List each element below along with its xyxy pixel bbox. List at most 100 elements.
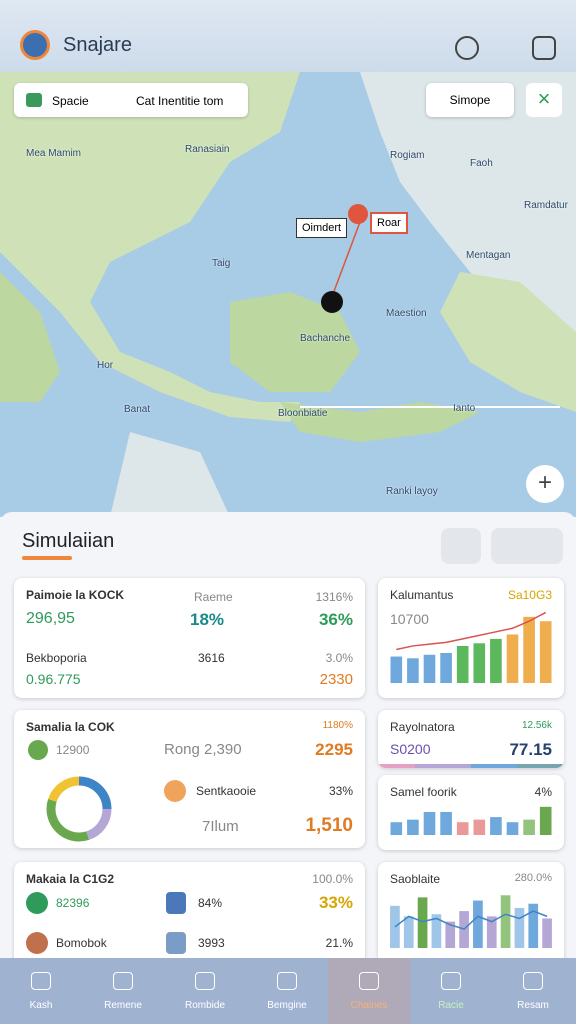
bar-chart (390, 895, 552, 948)
nav-item[interactable]: Bemgine (246, 958, 328, 1024)
bar (539, 806, 552, 835)
nav-label: Rombide (184, 1000, 226, 1011)
card-pct: 100.0% (312, 872, 353, 886)
bar-chart (390, 611, 552, 683)
nav-item[interactable]: Rombide (164, 958, 246, 1024)
value: 36% (318, 610, 353, 629)
map-label: Hor (97, 360, 114, 371)
profile-icon[interactable] (532, 36, 556, 60)
card-title: Rayolnatora (390, 720, 455, 734)
panel-toggle[interactable] (491, 528, 563, 564)
map-label: Faoh (470, 158, 493, 169)
bar (506, 822, 519, 835)
card-title: Kalumantus (390, 588, 454, 602)
map-filter[interactable]: Simope (426, 83, 514, 117)
icon (26, 932, 48, 954)
donut-segment (85, 808, 112, 840)
bar (390, 656, 403, 683)
value: 82396 (56, 896, 90, 910)
search-icon (26, 93, 42, 107)
card-pct: 1316% (315, 590, 353, 604)
bar (407, 658, 419, 683)
bar (539, 621, 552, 683)
card-tag: 280.0% (514, 872, 552, 884)
bar (445, 921, 456, 948)
card: Kalumantus Sa10G3 10700 (378, 578, 564, 698)
nav-label: Bemgine (267, 1000, 307, 1011)
value: 33% (328, 784, 353, 798)
nav-icon (523, 972, 543, 990)
nav-item[interactable]: Racie (410, 958, 492, 1024)
map-label: Taig (212, 258, 231, 269)
bottom-nav (0, 958, 576, 1024)
value: 3616 (198, 651, 225, 665)
card: Saoblaite 280.0% (378, 862, 564, 972)
title-underline (22, 556, 72, 560)
nav-icon (113, 972, 133, 990)
icon (166, 932, 186, 954)
map-label: Mentagan (466, 250, 511, 261)
bar (440, 653, 452, 683)
bar (423, 654, 436, 683)
map-label: Bloonbiatie (278, 408, 328, 419)
nav-item[interactable]: Resam (492, 958, 574, 1024)
bar (528, 903, 539, 948)
value: 7Ilum (202, 818, 239, 835)
trend-line (396, 611, 547, 651)
card-title: Samel foorik (390, 785, 457, 799)
bar-chart (390, 806, 552, 835)
bar (473, 819, 486, 835)
card: Makaia la C1G2 100.0% 82396 84% 33% Bomo… (14, 862, 365, 972)
card: Samel foorik 4% (378, 775, 564, 850)
notification-icon[interactable] (455, 36, 479, 60)
bar (440, 811, 452, 835)
bar (486, 916, 497, 948)
nav-icon (31, 972, 51, 990)
map-label: Ranki layoy (386, 486, 438, 497)
card-tag: Sa10G3 (507, 588, 552, 602)
bar (514, 907, 525, 948)
icon (26, 892, 48, 914)
search-text[interactable]: Cat Inentitie tom (136, 94, 224, 108)
logo (20, 30, 50, 60)
bar (523, 819, 535, 835)
label: Sentkaooie (196, 784, 257, 798)
nav-label: Chaines (350, 1000, 388, 1011)
search-filter[interactable]: Spacie (52, 94, 89, 108)
value: 10700 (390, 611, 429, 627)
card-title: Paimoie la KOCK (26, 588, 125, 602)
nav-item[interactable]: Kash (0, 958, 82, 1024)
card-sub: Raeme (194, 590, 233, 604)
map-label: Ranasiain (185, 144, 230, 155)
panel-button[interactable] (441, 528, 481, 564)
value: 1,510 (305, 815, 353, 836)
bar (473, 643, 486, 683)
bar (423, 811, 436, 835)
card-tag: 12.56k (521, 720, 552, 731)
bar (490, 817, 502, 835)
trend-line (394, 910, 548, 930)
map-callout: Oimdert (296, 218, 348, 238)
nav-item[interactable]: Remene (82, 958, 164, 1024)
bar (417, 897, 428, 948)
bar (456, 645, 469, 683)
value: 18% (190, 610, 225, 629)
nav-label: Kash (29, 1000, 53, 1011)
map (0, 72, 576, 517)
nav-item[interactable]: Chaines (328, 958, 410, 1024)
map-label: Ianto (453, 403, 476, 414)
map-label: Banat (124, 404, 151, 415)
card-pct: 1180% (322, 720, 353, 731)
search-bar[interactable]: Spacie Cat Inentitie tom (14, 83, 248, 117)
close-button[interactable]: × (526, 83, 562, 117)
map-label: Rogiam (390, 150, 425, 161)
bar (403, 916, 414, 948)
value: 33% (318, 893, 353, 912)
card-title: Makaia la C1G2 (26, 872, 115, 886)
label: Bomobok (56, 936, 107, 950)
zoom-button[interactable]: + (526, 465, 564, 503)
map-label: Mea Mamim (26, 148, 82, 159)
value: Rong 2,390 (164, 741, 242, 758)
map-label: Bachanche (300, 333, 351, 344)
